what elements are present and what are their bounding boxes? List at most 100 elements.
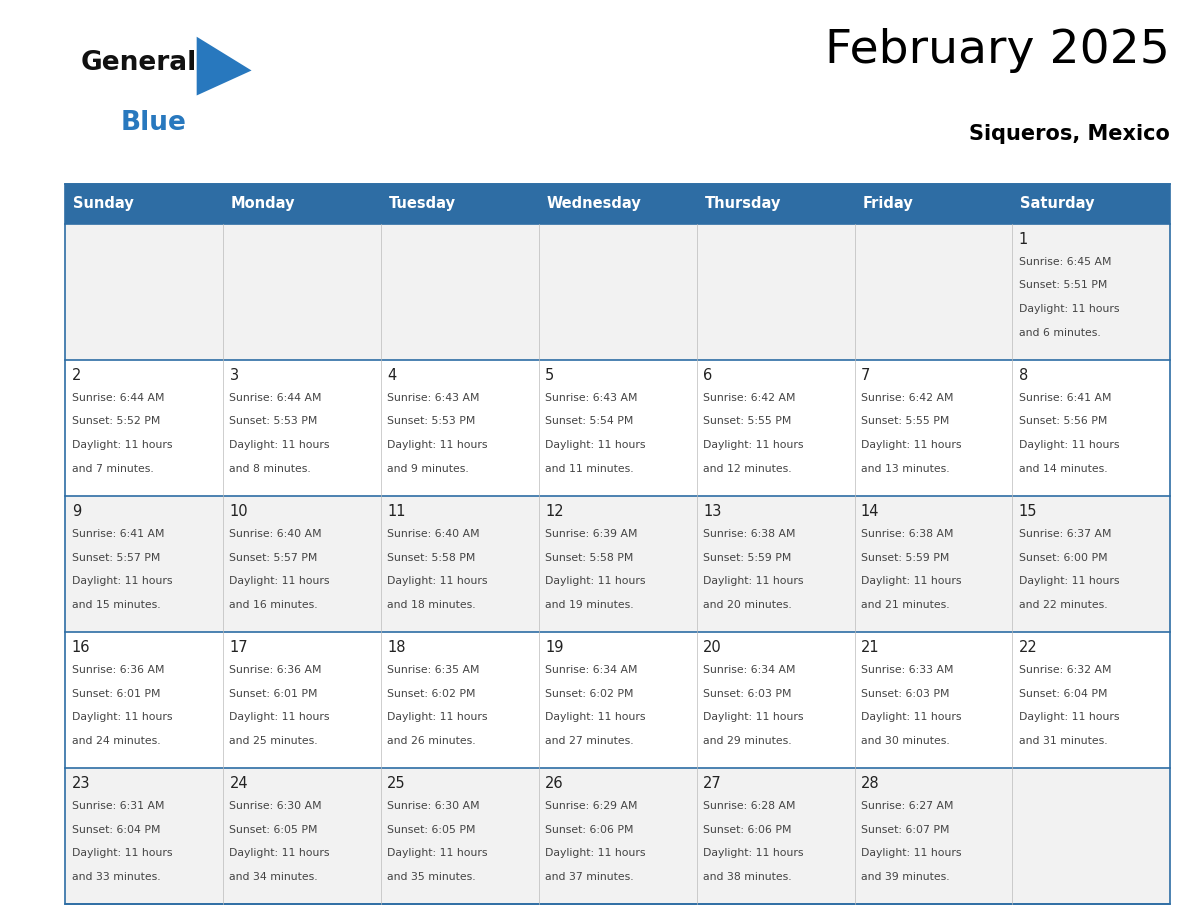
- Text: and 16 minutes.: and 16 minutes.: [229, 600, 318, 610]
- Text: Sunrise: 6:38 AM: Sunrise: 6:38 AM: [861, 529, 953, 539]
- Text: 10: 10: [229, 504, 248, 520]
- Text: Sunset: 5:59 PM: Sunset: 5:59 PM: [861, 553, 949, 563]
- Text: 25: 25: [387, 777, 406, 791]
- Text: Sunset: 6:02 PM: Sunset: 6:02 PM: [545, 688, 633, 699]
- Text: Sunset: 5:52 PM: Sunset: 5:52 PM: [71, 417, 160, 427]
- Text: Daylight: 11 hours: Daylight: 11 hours: [1018, 577, 1119, 587]
- Text: and 21 minutes.: and 21 minutes.: [861, 600, 949, 610]
- Text: and 26 minutes.: and 26 minutes.: [387, 736, 476, 746]
- Text: 16: 16: [71, 640, 90, 655]
- Text: Daylight: 11 hours: Daylight: 11 hours: [229, 848, 330, 858]
- Text: Friday: Friday: [862, 196, 914, 211]
- Text: Sunset: 6:02 PM: Sunset: 6:02 PM: [387, 688, 476, 699]
- Text: Daylight: 11 hours: Daylight: 11 hours: [861, 577, 961, 587]
- Text: Sunset: 6:04 PM: Sunset: 6:04 PM: [1018, 688, 1107, 699]
- Text: Sunrise: 6:31 AM: Sunrise: 6:31 AM: [71, 800, 164, 811]
- Text: Monday: Monday: [230, 196, 296, 211]
- Text: Sunrise: 6:40 AM: Sunrise: 6:40 AM: [229, 529, 322, 539]
- Text: Blue: Blue: [120, 110, 187, 136]
- Text: and 39 minutes.: and 39 minutes.: [861, 872, 949, 882]
- Text: Daylight: 11 hours: Daylight: 11 hours: [71, 848, 172, 858]
- Text: General: General: [81, 50, 197, 76]
- Text: Sunrise: 6:45 AM: Sunrise: 6:45 AM: [1018, 257, 1111, 266]
- Text: 20: 20: [703, 640, 722, 655]
- Text: 11: 11: [387, 504, 406, 520]
- Text: Sunset: 6:00 PM: Sunset: 6:00 PM: [1018, 553, 1107, 563]
- Text: Sunday: Sunday: [74, 196, 134, 211]
- Text: Daylight: 11 hours: Daylight: 11 hours: [703, 441, 803, 451]
- Text: 1: 1: [1018, 232, 1028, 247]
- Text: and 38 minutes.: and 38 minutes.: [703, 872, 791, 882]
- Text: Sunrise: 6:30 AM: Sunrise: 6:30 AM: [387, 800, 480, 811]
- Text: Sunrise: 6:35 AM: Sunrise: 6:35 AM: [387, 665, 480, 675]
- Text: 2: 2: [71, 368, 81, 383]
- Text: Sunset: 6:04 PM: Sunset: 6:04 PM: [71, 824, 160, 834]
- Text: 4: 4: [387, 368, 397, 383]
- Text: Sunset: 5:54 PM: Sunset: 5:54 PM: [545, 417, 633, 427]
- Text: Tuesday: Tuesday: [388, 196, 456, 211]
- Text: 15: 15: [1018, 504, 1037, 520]
- Text: Daylight: 11 hours: Daylight: 11 hours: [545, 441, 645, 451]
- Text: Sunset: 6:01 PM: Sunset: 6:01 PM: [229, 688, 318, 699]
- Text: Sunset: 6:06 PM: Sunset: 6:06 PM: [545, 824, 633, 834]
- Text: Wednesday: Wednesday: [546, 196, 642, 211]
- Text: Sunrise: 6:27 AM: Sunrise: 6:27 AM: [861, 800, 953, 811]
- Text: 17: 17: [229, 640, 248, 655]
- Text: Sunrise: 6:41 AM: Sunrise: 6:41 AM: [1018, 393, 1111, 403]
- Text: 7: 7: [861, 368, 870, 383]
- Text: Saturday: Saturday: [1020, 196, 1094, 211]
- Text: Daylight: 11 hours: Daylight: 11 hours: [703, 712, 803, 722]
- Text: Daylight: 11 hours: Daylight: 11 hours: [387, 441, 488, 451]
- Text: 22: 22: [1018, 640, 1037, 655]
- Text: and 34 minutes.: and 34 minutes.: [229, 872, 318, 882]
- Text: Daylight: 11 hours: Daylight: 11 hours: [387, 577, 488, 587]
- Text: Sunrise: 6:40 AM: Sunrise: 6:40 AM: [387, 529, 480, 539]
- Text: and 6 minutes.: and 6 minutes.: [1018, 328, 1100, 338]
- Text: and 27 minutes.: and 27 minutes.: [545, 736, 633, 746]
- Text: Sunset: 5:57 PM: Sunset: 5:57 PM: [71, 553, 160, 563]
- Text: Daylight: 11 hours: Daylight: 11 hours: [1018, 304, 1119, 314]
- Text: Sunrise: 6:44 AM: Sunrise: 6:44 AM: [71, 393, 164, 403]
- Text: Sunrise: 6:44 AM: Sunrise: 6:44 AM: [229, 393, 322, 403]
- Text: Daylight: 11 hours: Daylight: 11 hours: [703, 577, 803, 587]
- Text: 9: 9: [71, 504, 81, 520]
- Text: Sunrise: 6:43 AM: Sunrise: 6:43 AM: [545, 393, 638, 403]
- Text: and 31 minutes.: and 31 minutes.: [1018, 736, 1107, 746]
- Text: Sunrise: 6:38 AM: Sunrise: 6:38 AM: [703, 529, 796, 539]
- Text: 5: 5: [545, 368, 555, 383]
- Text: 19: 19: [545, 640, 563, 655]
- Text: Sunrise: 6:42 AM: Sunrise: 6:42 AM: [703, 393, 796, 403]
- Polygon shape: [197, 37, 252, 95]
- Text: Sunrise: 6:34 AM: Sunrise: 6:34 AM: [545, 665, 638, 675]
- Text: Sunrise: 6:32 AM: Sunrise: 6:32 AM: [1018, 665, 1111, 675]
- Text: Sunset: 6:05 PM: Sunset: 6:05 PM: [229, 824, 318, 834]
- Text: Thursday: Thursday: [704, 196, 781, 211]
- Text: Daylight: 11 hours: Daylight: 11 hours: [545, 577, 645, 587]
- Text: and 9 minutes.: and 9 minutes.: [387, 465, 469, 474]
- Text: Sunset: 5:53 PM: Sunset: 5:53 PM: [229, 417, 318, 427]
- Text: Sunrise: 6:36 AM: Sunrise: 6:36 AM: [71, 665, 164, 675]
- Text: Daylight: 11 hours: Daylight: 11 hours: [71, 712, 172, 722]
- Text: Sunset: 6:01 PM: Sunset: 6:01 PM: [71, 688, 160, 699]
- Text: Sunset: 5:55 PM: Sunset: 5:55 PM: [703, 417, 791, 427]
- Text: Sunrise: 6:28 AM: Sunrise: 6:28 AM: [703, 800, 796, 811]
- Text: and 12 minutes.: and 12 minutes.: [703, 465, 791, 474]
- Text: Sunset: 5:58 PM: Sunset: 5:58 PM: [545, 553, 633, 563]
- Text: 13: 13: [703, 504, 721, 520]
- Text: Sunset: 6:03 PM: Sunset: 6:03 PM: [703, 688, 791, 699]
- Text: and 29 minutes.: and 29 minutes.: [703, 736, 791, 746]
- Text: Daylight: 11 hours: Daylight: 11 hours: [1018, 712, 1119, 722]
- Text: 6: 6: [703, 368, 713, 383]
- Text: Sunset: 5:55 PM: Sunset: 5:55 PM: [861, 417, 949, 427]
- Text: and 33 minutes.: and 33 minutes.: [71, 872, 160, 882]
- Text: 8: 8: [1018, 368, 1028, 383]
- Text: Sunrise: 6:34 AM: Sunrise: 6:34 AM: [703, 665, 796, 675]
- Text: Sunrise: 6:37 AM: Sunrise: 6:37 AM: [1018, 529, 1111, 539]
- Text: Sunset: 5:53 PM: Sunset: 5:53 PM: [387, 417, 475, 427]
- Text: and 25 minutes.: and 25 minutes.: [229, 736, 318, 746]
- Text: Daylight: 11 hours: Daylight: 11 hours: [71, 577, 172, 587]
- Text: Sunrise: 6:43 AM: Sunrise: 6:43 AM: [387, 393, 480, 403]
- Text: Sunset: 6:06 PM: Sunset: 6:06 PM: [703, 824, 791, 834]
- Text: and 18 minutes.: and 18 minutes.: [387, 600, 476, 610]
- Text: Daylight: 11 hours: Daylight: 11 hours: [1018, 441, 1119, 451]
